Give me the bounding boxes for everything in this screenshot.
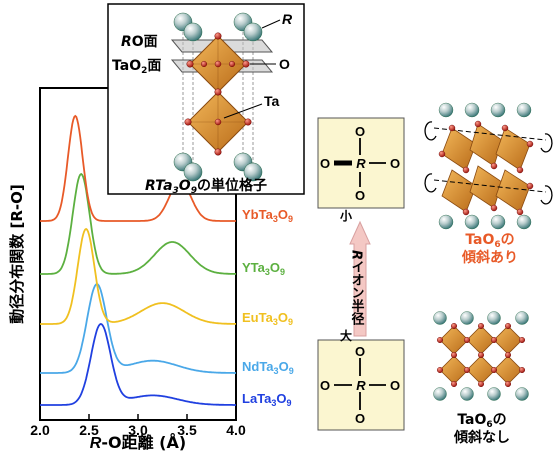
label-o-atom: O [279, 56, 290, 72]
series-curves [40, 114, 237, 406]
series-line-EuTa3O9 [40, 227, 236, 325]
series-line-LaTa3O9 [40, 323, 236, 406]
untilted-structure: TaO6の 傾斜なし [433, 311, 529, 446]
label-ro-plane: RO面 [121, 34, 158, 50]
series-line-NdTa3O9 [40, 283, 236, 374]
series-label-EuTa3O9: EuTa3O9 [242, 310, 293, 327]
series-label-YbTa3O9: YbTa3O9 [242, 207, 293, 224]
svg-text:O: O [390, 156, 400, 171]
coordination-box-large: O O O O R [317, 339, 405, 431]
x-tick-label: 3.0 [128, 422, 148, 438]
x-axis-ticks: 2.0 2.5 3.0 3.5 4.0 [30, 414, 246, 438]
tilted-structure: TaO6の 傾斜あり [424, 102, 553, 266]
inset-caption: RTa3O9の単位格子 [145, 177, 267, 196]
x-tick-label: 3.5 [177, 422, 197, 438]
svg-text:O: O [355, 411, 365, 426]
tilt-rotation-arrows [424, 121, 553, 205]
cell-edges [182, 22, 254, 172]
svg-text:R: R [356, 156, 366, 171]
svg-text:R: R [356, 378, 366, 393]
coordination-box-small: O O O O R [317, 117, 405, 209]
svg-text:O: O [355, 124, 365, 139]
unit-cell-inset: RO面 TaO2面 R O Ta RTa3O9の単位格子 [107, 3, 305, 196]
ionic-radius-arrow: R イオン半径 小 大 [340, 208, 371, 343]
r-atoms [173, 12, 263, 182]
inset-frame [107, 3, 305, 195]
svg-text:O: O [390, 378, 400, 393]
untilted-caption-line2: 傾斜なし [453, 429, 510, 446]
tilted-caption-line2: 傾斜あり [461, 249, 518, 266]
x-axis-label: R-O距離 (Å) [90, 433, 186, 452]
untilted-caption-line1: TaO6の [457, 412, 506, 430]
series-label-NdTa3O9: NdTa3O9 [242, 359, 294, 376]
svg-text:O: O [355, 188, 365, 203]
label-ta-atom: Ta [264, 93, 280, 109]
series-label-YTa3O9: YTa3O9 [242, 260, 285, 277]
series-line-YTa3O9 [40, 172, 237, 275]
tilted-caption-line1: TaO6の [465, 232, 514, 250]
radius-arrow-label: R イオン半径 [349, 250, 365, 326]
label-small: 小 [340, 208, 352, 223]
svg-text:O: O [320, 378, 330, 393]
series-labels: LaTa3O9 NdTa3O9 EuTa3O9 YTa3O9 YbTa3O9 [242, 207, 294, 408]
x-tick-label: 4.0 [226, 422, 246, 438]
series-line-YbTa3O9 [40, 114, 236, 222]
series-label-LaTa3O9: LaTa3O9 [242, 391, 292, 408]
x-tick-label: 2.0 [30, 422, 50, 438]
y-axis-label: 動径分布関数 [R-O] [8, 184, 26, 323]
label-large: 大 [340, 328, 352, 343]
label-tao2-plane: TaO2面 [112, 58, 161, 76]
inset-pointers [223, 19, 281, 119]
oxygen-atoms [184, 32, 252, 156]
svg-text:O: O [355, 344, 365, 359]
x-tick-label: 2.5 [79, 422, 99, 438]
label-r-atom: R [282, 11, 293, 27]
svg-text:O: O [320, 156, 330, 171]
